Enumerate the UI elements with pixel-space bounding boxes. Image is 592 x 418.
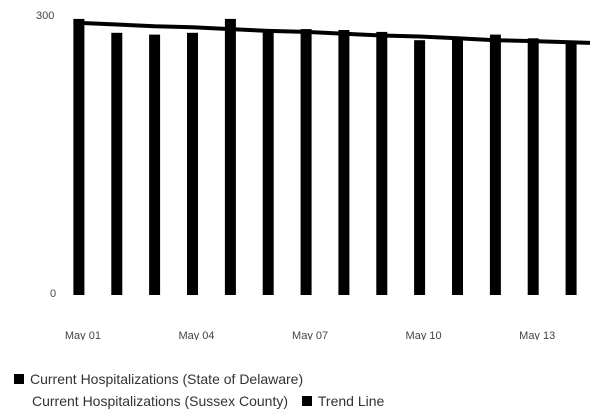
legend-label-trend-line: Trend Line [317,393,385,409]
chart-plot: May 01 May 04 May 07 May 10 May 13 [65,18,591,340]
bars-layer [73,18,577,296]
bar-may-05 [224,18,236,296]
bar-may-06 [262,30,274,295]
bar-may-10 [414,40,426,296]
legend-label-sussex: Current Hospitalizations (Sussex County) [32,393,288,409]
bar-may-13 [527,38,539,296]
bar-may-04 [187,32,198,296]
chart-legend: Current Hospitalizations (State of Delaw… [14,368,584,412]
y-tick-label-max: 300 [36,10,55,22]
x-tick-label-may-01: May 01 [65,330,101,340]
bar-may-08 [338,30,350,295]
legend-item-delaware: Current Hospitalizations (State of Delaw… [14,368,303,390]
x-tick-label-may-10: May 10 [406,330,442,340]
x-tick-label-may-04: May 04 [178,330,214,340]
legend-item-sussex: Current Hospitalizations (Sussex County) [32,390,288,412]
x-tick-label-may-13: May 13 [519,330,555,340]
bar-may-09 [376,31,388,296]
bar-may-14 [565,43,577,296]
bar-may-02 [111,32,123,296]
bar-may-03 [149,34,161,295]
bar-may-12 [489,34,501,295]
x-axis-labels: May 01 May 04 May 07 May 10 May 13 [65,330,555,340]
legend-label-delaware: Current Hospitalizations (State of Delaw… [30,371,304,387]
trend-line [73,20,591,45]
x-tick-label-may-07: May 07 [292,330,328,340]
y-tick-label-zero: 0 [50,288,57,300]
bar-may-01 [73,18,85,296]
bar-may-11 [452,38,463,296]
legend-swatch-delaware [14,374,24,384]
trend-line-layer [73,20,591,45]
legend-item-trend-line: Trend Line [301,390,385,412]
bar-may-07 [300,29,312,295]
legend-swatch-trend-line [301,396,312,406]
